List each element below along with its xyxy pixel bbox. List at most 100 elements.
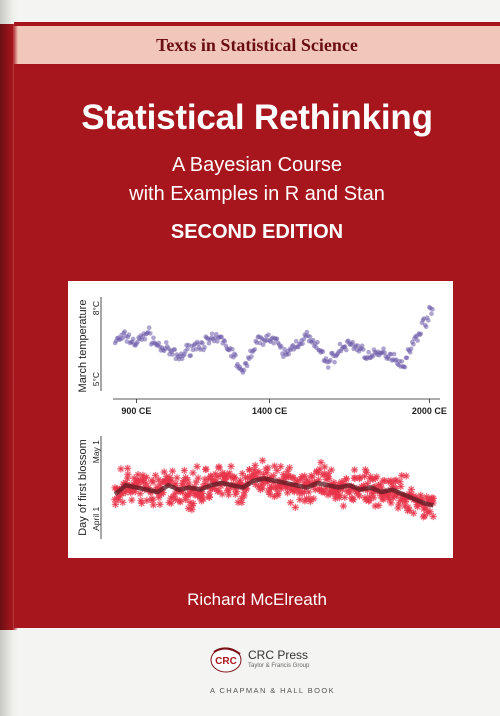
blossom-point xyxy=(342,475,350,483)
publisher-group: Taylor & Francis Group xyxy=(248,663,310,669)
blossom-point xyxy=(149,501,157,509)
temperature-point xyxy=(411,342,416,347)
blossom-point xyxy=(238,469,246,478)
temperature-point xyxy=(361,347,366,352)
blossom-point xyxy=(349,496,357,504)
blossom-point xyxy=(180,466,188,474)
temperature-point xyxy=(391,351,397,357)
blossom-point xyxy=(339,502,347,510)
blossom-point xyxy=(325,475,333,483)
blossom-point xyxy=(233,488,241,496)
blossom-point xyxy=(119,498,127,506)
temperature-point xyxy=(230,346,235,352)
temperature-point xyxy=(164,340,169,345)
temperature-point xyxy=(350,339,356,345)
temperature-point xyxy=(142,337,148,342)
temperature-point xyxy=(233,352,238,358)
temperature-point xyxy=(200,341,205,346)
temperature-point xyxy=(332,359,337,365)
edition-label: SECOND EDITION xyxy=(170,221,344,243)
crc-logo-text: CRC xyxy=(215,656,237,667)
series-title: Texts in Statistical Science xyxy=(156,35,358,55)
blossom-point xyxy=(321,463,329,471)
blossom-point xyxy=(193,463,201,471)
blossom-point xyxy=(227,462,235,470)
blossom-point xyxy=(138,499,146,507)
temperature-ylabel: March temperature xyxy=(77,300,89,393)
temperature-point xyxy=(244,363,250,369)
blossom-point xyxy=(136,490,144,498)
temperature-point xyxy=(366,349,371,355)
temperature-point xyxy=(215,339,220,344)
imprint-label: A CHAPMAN & HALL BOOK xyxy=(210,686,335,695)
temperature-point xyxy=(126,332,132,337)
blossom-point xyxy=(189,469,197,477)
blossom-point xyxy=(426,508,434,516)
subtitle-line-1: A Bayesian Course xyxy=(171,154,343,176)
publisher-name: CRC Press xyxy=(248,648,309,662)
temperature-point xyxy=(325,365,331,370)
temperature-point xyxy=(304,329,310,335)
book-title: Statistical Rethinking xyxy=(81,98,433,137)
temperature-point xyxy=(415,338,420,343)
temperature-point xyxy=(286,351,291,357)
blossom-point xyxy=(168,467,177,475)
temperature-point xyxy=(399,359,405,364)
blossom-point xyxy=(373,473,381,481)
x-tick-label: 2000 CE xyxy=(412,406,447,416)
blossom-point xyxy=(205,493,213,501)
blossom-point xyxy=(151,471,160,479)
temperature-point xyxy=(307,334,313,339)
temperature-point xyxy=(249,354,254,359)
temperature-point xyxy=(359,343,365,349)
blossom-point xyxy=(218,490,226,498)
temperature-point xyxy=(151,335,156,341)
temperature-point xyxy=(202,344,207,350)
blossom-point xyxy=(123,474,132,482)
blossom-point xyxy=(305,488,313,496)
blossom-point xyxy=(286,499,295,507)
temperature-point xyxy=(252,347,257,352)
temperature-point xyxy=(241,367,247,373)
temperature-point xyxy=(408,346,414,352)
blossom-point xyxy=(370,494,378,502)
temperature-chart xyxy=(100,297,440,400)
blossom-point xyxy=(173,474,181,482)
cover-figure: March temperature 8°C 5°C 900 CE 1400 CE 2000… xyxy=(68,281,453,558)
temperature-point xyxy=(310,337,316,343)
blossom-point xyxy=(189,499,197,508)
temperature-point xyxy=(382,350,387,355)
blossom-point xyxy=(310,495,318,503)
blossom-point xyxy=(215,464,223,472)
blossom-point xyxy=(148,496,157,504)
blossom-point xyxy=(350,466,359,474)
blossom-point xyxy=(156,500,164,508)
blossom-point xyxy=(199,495,207,503)
blossom-point xyxy=(355,492,363,500)
blossom-point xyxy=(230,473,239,481)
spine-shadow-red xyxy=(0,24,18,630)
blossom-chart xyxy=(100,436,437,539)
blossom-point xyxy=(296,495,304,504)
blossom-point xyxy=(184,504,193,512)
blossom-point xyxy=(251,461,259,470)
blossom-point xyxy=(137,497,145,505)
blossom-point xyxy=(291,503,299,511)
blossom-point xyxy=(402,472,410,480)
blossom-point xyxy=(396,478,404,486)
author-name: Richard McElreath xyxy=(187,590,327,609)
cover-chart: March temperature 8°C 5°C 900 CE 1400 CE 2000… xyxy=(77,297,447,539)
temperature-point xyxy=(328,358,333,363)
temperature-point xyxy=(423,324,429,330)
blossom-point xyxy=(341,493,349,501)
x-tick-label: 1400 CE xyxy=(252,406,287,416)
blossom-tick-label: May 1 xyxy=(91,440,101,463)
blossom-point xyxy=(277,462,285,471)
temperature-point xyxy=(370,353,376,359)
temperature-point xyxy=(323,356,329,361)
blossom-point xyxy=(286,464,294,472)
temperature-point xyxy=(130,336,136,342)
blossom-point xyxy=(134,471,142,479)
blossom-point xyxy=(259,456,267,465)
